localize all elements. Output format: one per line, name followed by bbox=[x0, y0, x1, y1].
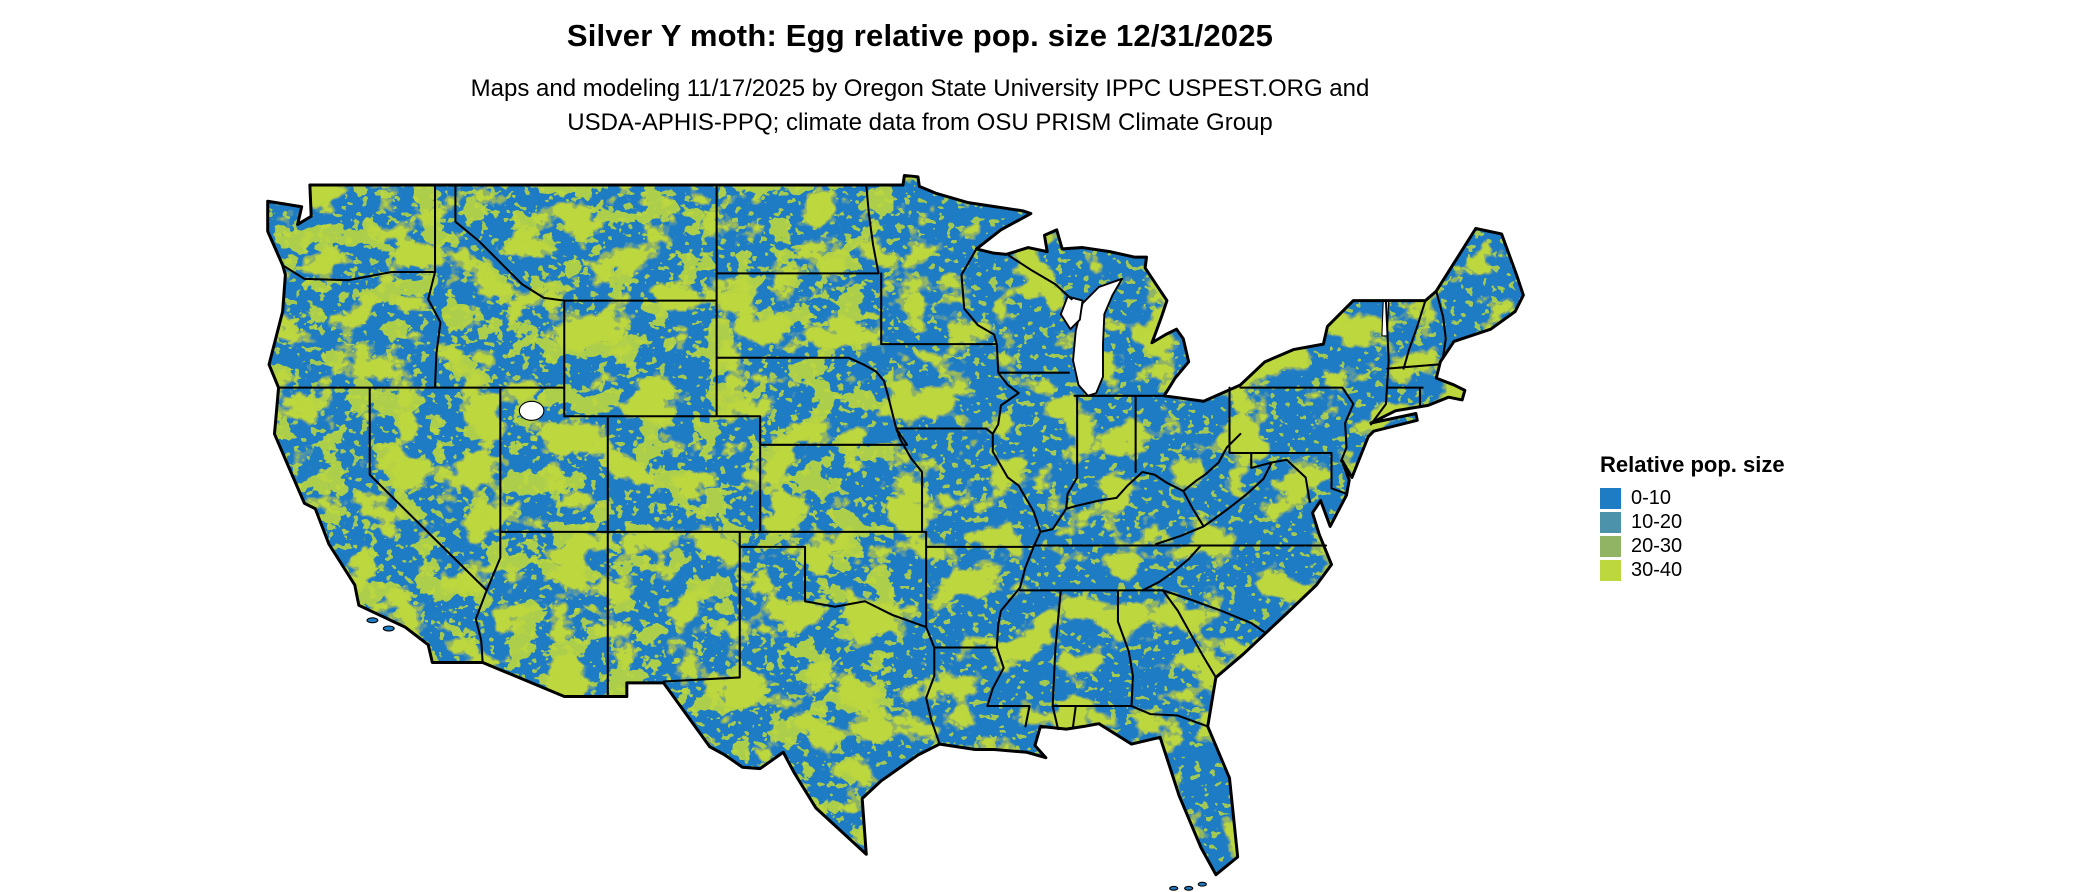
legend-label-0-10: 0-10 bbox=[1631, 487, 1672, 509]
legend-label-30-40: 30-40 bbox=[1631, 559, 1683, 581]
us-map-svg bbox=[266, 173, 1525, 891]
channel-island bbox=[366, 617, 379, 624]
legend: Relative pop. size 0-10 10-20 20-30 30-4… bbox=[1600, 452, 1785, 584]
legend-item: 10-20 bbox=[1600, 512, 1785, 533]
legend-swatch-20-30 bbox=[1600, 536, 1621, 557]
legend-swatch-10-20 bbox=[1600, 512, 1621, 533]
legend-item: 30-40 bbox=[1600, 560, 1785, 581]
legend-swatch-30-40 bbox=[1600, 560, 1621, 581]
florida-key bbox=[1197, 881, 1207, 887]
subtitle-line-2: USDA-APHIS-PPQ; climate data from OSU PR… bbox=[567, 109, 1273, 136]
header: Silver Y moth: Egg relative pop. size 12… bbox=[0, 18, 1840, 140]
legend-swatch-0-10 bbox=[1600, 488, 1621, 509]
legend-label-10-20: 10-20 bbox=[1631, 511, 1683, 533]
map-title: Silver Y moth: Egg relative pop. size 12… bbox=[566, 18, 1274, 53]
subtitle-line-1: Maps and modeling 11/17/2025 by Oregon S… bbox=[470, 75, 1370, 102]
legend-item: 0-10 bbox=[1600, 488, 1785, 509]
channel-island bbox=[382, 625, 395, 632]
legend-item: 20-30 bbox=[1600, 536, 1785, 557]
florida-key bbox=[1169, 885, 1179, 891]
us-map bbox=[250, 170, 1556, 892]
map-subtitle: Maps and modeling 11/17/2025 by Oregon S… bbox=[0, 72, 1840, 140]
legend-label-20-30: 20-30 bbox=[1631, 535, 1683, 557]
great-salt-lake bbox=[518, 400, 545, 421]
islands bbox=[366, 617, 1207, 891]
state-borders bbox=[277, 183, 1447, 746]
florida-key bbox=[1184, 885, 1194, 891]
legend-title: Relative pop. size bbox=[1600, 452, 1785, 477]
